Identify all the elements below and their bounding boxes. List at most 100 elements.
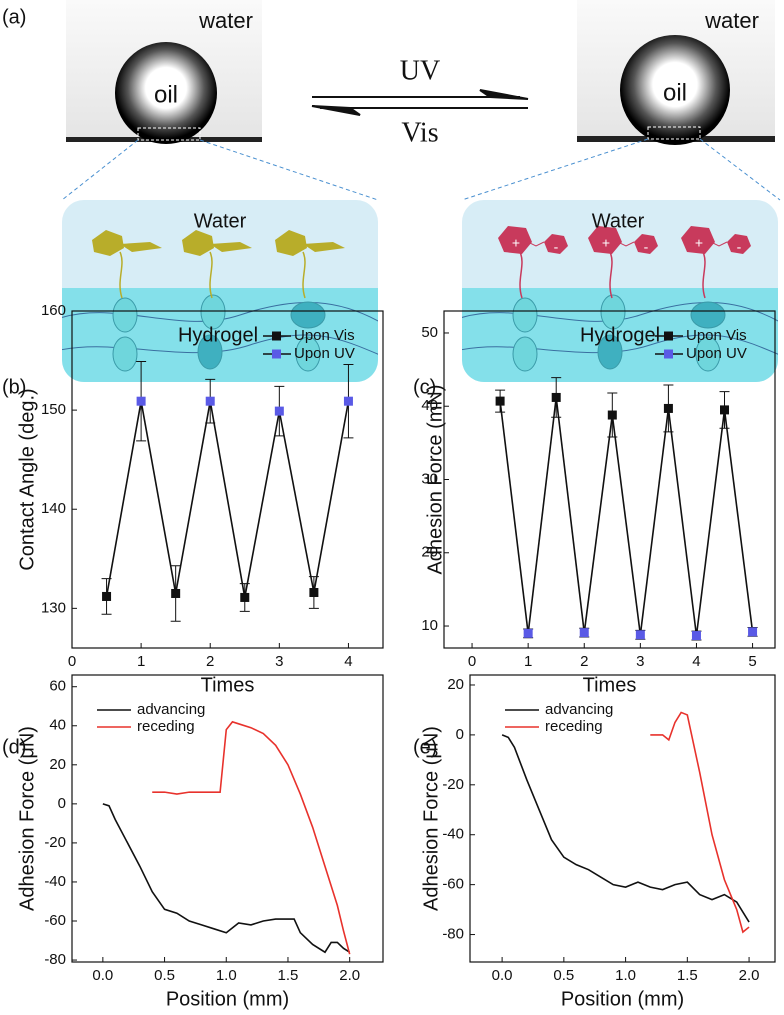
- marker: [495, 396, 505, 406]
- box-label: Hydrogel: [178, 324, 258, 346]
- y-tick-label: -80: [442, 926, 464, 943]
- tether: [119, 251, 123, 299]
- gel-unit: [512, 336, 538, 372]
- y-tick-label: -80: [44, 951, 66, 968]
- x-tick-label: 0.0: [492, 967, 513, 984]
- marker: [274, 406, 284, 416]
- marker: [551, 392, 561, 402]
- polymer-chain: [62, 334, 378, 356]
- connector-line: [667, 408, 698, 636]
- molecule: [544, 234, 568, 254]
- gel-unit: [200, 294, 226, 330]
- gel-unit: [600, 294, 626, 330]
- y-tick-label: 150: [41, 401, 66, 418]
- molecule: [634, 234, 658, 254]
- molecule: [182, 230, 252, 256]
- y-tick-label: -20: [442, 776, 464, 793]
- charge: +: [695, 235, 703, 251]
- y-tick-label: 0: [58, 795, 66, 812]
- arrow-label: Vis: [401, 117, 438, 148]
- tether: [302, 251, 306, 299]
- curve: [501, 734, 750, 923]
- tether: [209, 251, 213, 299]
- legend-marker: [664, 331, 673, 341]
- molecule: [275, 230, 345, 256]
- x-tick-label: 0: [468, 653, 476, 670]
- drop-label: oil: [154, 81, 178, 108]
- panel-label: (c): [413, 376, 436, 398]
- medium-label: water: [198, 8, 253, 33]
- marker: [343, 396, 353, 406]
- gel-unit: [512, 297, 538, 333]
- x-tick-label: 1.5: [278, 967, 299, 984]
- charge: -: [554, 239, 559, 255]
- x-tick-label: 5: [748, 653, 756, 670]
- y-tick-label: 20: [49, 756, 66, 773]
- connector-line: [611, 414, 642, 635]
- x-tick-label: 1.5: [677, 967, 698, 984]
- x-tick-label: 2.0: [339, 967, 360, 984]
- gel-unit: [597, 334, 623, 370]
- x-tick-label: 0: [68, 653, 76, 670]
- legend-marker: [272, 349, 281, 359]
- x-tick-label: 2.0: [739, 967, 760, 984]
- left-photo: [66, 0, 262, 144]
- x-axis-title: Times: [201, 674, 255, 696]
- connector-line: [209, 401, 246, 598]
- charge: -: [644, 239, 649, 255]
- x-axis-title: Position (mm): [561, 988, 684, 1010]
- linker: [519, 241, 545, 247]
- marker: [205, 396, 215, 406]
- x-tick-label: 0.5: [154, 967, 175, 984]
- connector-line: [140, 401, 177, 594]
- x-tick-label: 1.0: [216, 967, 237, 984]
- marker: [720, 405, 730, 415]
- y-tick-label: -20: [44, 834, 66, 851]
- y-tick-label: 160: [41, 302, 66, 319]
- legend-label: advancing: [545, 701, 613, 718]
- gel-unit: [695, 336, 721, 372]
- legend-label: Upon UV: [294, 345, 355, 362]
- connector-line: [695, 409, 726, 636]
- connector-line: [105, 401, 142, 597]
- y-tick-label: 0: [456, 726, 464, 743]
- molecule: [681, 226, 715, 254]
- marker: [635, 630, 645, 640]
- connector-line: [723, 409, 754, 632]
- curve: [152, 720, 351, 955]
- panel-label: (a): [2, 6, 26, 28]
- switch-arrows: [311, 89, 529, 116]
- legend-label: receding: [545, 718, 603, 735]
- x-tick-label: 3: [636, 653, 644, 670]
- interface-box: + - + - + -: [462, 200, 778, 382]
- y-axis-title: Contact Angle (deg.): [16, 388, 38, 570]
- x-tick-label: 0.5: [553, 967, 574, 984]
- legend-label: Upon UV: [686, 345, 747, 362]
- connector-line: [527, 397, 557, 634]
- drop-label: oil: [663, 79, 687, 106]
- polymer-chain: [462, 334, 778, 356]
- gel-unit: [112, 297, 138, 333]
- marker: [102, 591, 112, 601]
- x-tick-label: 0.0: [92, 967, 113, 984]
- charge: -: [737, 239, 742, 255]
- y-axis-title: Adhesion Force (mN): [424, 384, 446, 574]
- y-tick-label: 60: [49, 678, 66, 695]
- charge: +: [512, 235, 520, 251]
- y-tick-label: 20: [447, 676, 464, 693]
- marker: [663, 403, 673, 413]
- connector-line: [499, 401, 529, 634]
- tether: [702, 251, 706, 299]
- x-axis-title: Position (mm): [166, 988, 289, 1010]
- curve: [650, 711, 750, 934]
- connector-line: [639, 408, 670, 635]
- connector-line: [243, 410, 281, 598]
- connector-line: [555, 397, 586, 633]
- marker: [579, 628, 589, 638]
- legend-label: Upon Vis: [686, 327, 747, 344]
- x-tick-label: 4: [692, 653, 700, 670]
- molecule: [498, 226, 532, 254]
- x-tick-label: 3: [275, 653, 283, 670]
- y-tick-label: 20: [421, 544, 438, 561]
